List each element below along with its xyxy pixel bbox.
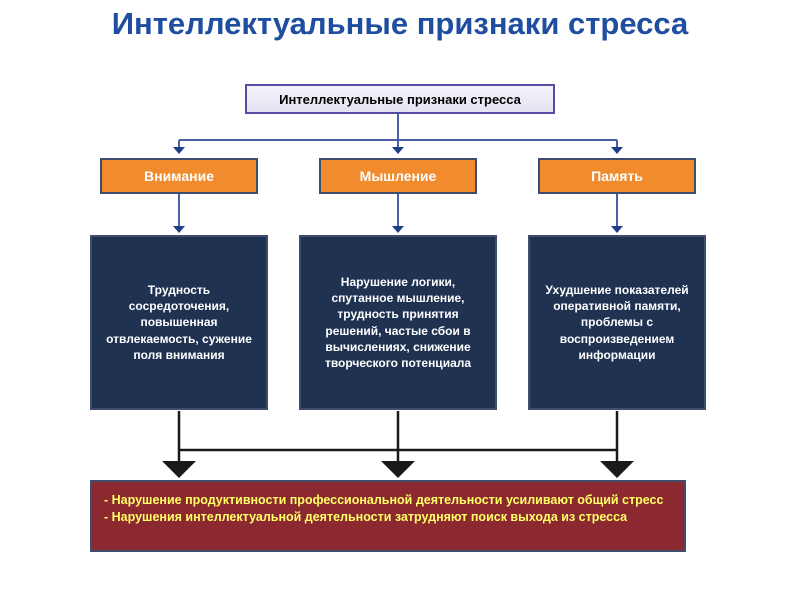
- result-box: - Нарушение продуктивности профессиональ…: [90, 480, 686, 552]
- result-line: - Нарушение продуктивности профессиональ…: [104, 492, 672, 509]
- result-line: - Нарушения интеллектуальной деятельност…: [104, 509, 672, 526]
